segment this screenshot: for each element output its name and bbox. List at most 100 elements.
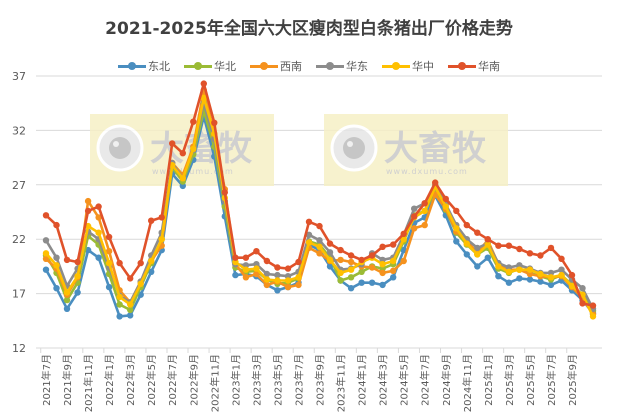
data-point[interactable]: [116, 293, 123, 301]
data-point[interactable]: [53, 254, 60, 261]
data-point[interactable]: [516, 262, 523, 269]
data-point[interactable]: [148, 257, 155, 265]
data-point[interactable]: [95, 203, 102, 210]
data-point[interactable]: [589, 313, 597, 320]
data-point[interactable]: [368, 279, 376, 286]
data-point[interactable]: [579, 285, 586, 292]
data-point[interactable]: [42, 212, 50, 219]
data-point[interactable]: [379, 281, 386, 289]
data-point[interactable]: [558, 255, 565, 262]
data-point[interactable]: [337, 246, 344, 254]
data-point[interactable]: [263, 257, 271, 265]
data-point[interactable]: [179, 182, 186, 190]
data-point[interactable]: [116, 313, 123, 320]
legend-item-xinan[interactable]: 西南: [250, 58, 302, 74]
data-point[interactable]: [547, 274, 555, 281]
data-point[interactable]: [305, 231, 313, 238]
data-point[interactable]: [347, 266, 355, 273]
data-point[interactable]: [295, 281, 302, 289]
data-point[interactable]: [53, 285, 60, 292]
data-point[interactable]: [316, 250, 323, 257]
data-point[interactable]: [558, 266, 565, 273]
data-point[interactable]: [95, 214, 102, 221]
data-point[interactable]: [253, 270, 260, 278]
data-point[interactable]: [547, 269, 555, 277]
data-point[interactable]: [305, 239, 313, 246]
data-point[interactable]: [547, 244, 555, 252]
data-point[interactable]: [190, 118, 197, 125]
data-point[interactable]: [474, 229, 481, 236]
data-point[interactable]: [169, 140, 176, 147]
data-point[interactable]: [516, 245, 523, 253]
data-point[interactable]: [253, 265, 260, 272]
data-point[interactable]: [116, 259, 123, 267]
data-point[interactable]: [526, 276, 534, 283]
data-point[interactable]: [474, 244, 481, 252]
data-point[interactable]: [263, 270, 271, 278]
data-point[interactable]: [337, 269, 344, 277]
legend-item-huazhong[interactable]: 华中: [382, 58, 434, 74]
data-point[interactable]: [347, 258, 355, 266]
data-point[interactable]: [179, 150, 186, 157]
data-point[interactable]: [379, 261, 386, 268]
data-point[interactable]: [63, 256, 71, 264]
data-point[interactable]: [179, 175, 186, 182]
data-point[interactable]: [284, 283, 292, 291]
data-point[interactable]: [127, 275, 134, 282]
data-point[interactable]: [453, 207, 460, 215]
data-point[interactable]: [53, 262, 60, 269]
data-point[interactable]: [442, 203, 449, 210]
data-point[interactable]: [558, 271, 565, 279]
data-point[interactable]: [105, 259, 113, 267]
data-point[interactable]: [284, 277, 292, 284]
data-point[interactable]: [42, 255, 50, 262]
data-point[interactable]: [484, 241, 491, 248]
data-point[interactable]: [474, 251, 481, 258]
data-point[interactable]: [432, 179, 439, 186]
data-point[interactable]: [63, 289, 71, 296]
data-point[interactable]: [74, 258, 81, 266]
data-point[interactable]: [63, 296, 71, 304]
data-point[interactable]: [253, 261, 260, 268]
legend-item-huadong[interactable]: 华东: [316, 58, 368, 74]
data-point[interactable]: [400, 230, 407, 237]
legend-item-huanan[interactable]: 华南: [448, 58, 500, 74]
data-point[interactable]: [484, 236, 491, 243]
data-point[interactable]: [105, 248, 113, 255]
data-point[interactable]: [242, 274, 250, 281]
data-point[interactable]: [274, 271, 281, 279]
data-point[interactable]: [84, 197, 92, 205]
data-point[interactable]: [442, 195, 449, 203]
data-point[interactable]: [589, 302, 597, 309]
data-point[interactable]: [495, 242, 502, 249]
data-point[interactable]: [148, 268, 155, 275]
data-point[interactable]: [358, 279, 365, 286]
data-point[interactable]: [505, 279, 513, 286]
data-point[interactable]: [74, 273, 81, 280]
data-point[interactable]: [200, 94, 207, 102]
data-point[interactable]: [84, 207, 92, 215]
data-point[interactable]: [232, 271, 239, 279]
data-point[interactable]: [211, 119, 218, 127]
data-point[interactable]: [127, 301, 134, 308]
data-point[interactable]: [148, 217, 155, 224]
data-point[interactable]: [453, 238, 460, 245]
data-point[interactable]: [568, 282, 576, 290]
data-point[interactable]: [537, 278, 544, 285]
data-point[interactable]: [326, 240, 334, 247]
data-point[interactable]: [305, 218, 313, 225]
data-point[interactable]: [274, 277, 281, 284]
data-point[interactable]: [358, 256, 365, 264]
data-point[interactable]: [463, 221, 470, 229]
data-point[interactable]: [158, 236, 165, 243]
data-point[interactable]: [137, 280, 144, 287]
data-point[interactable]: [368, 264, 376, 271]
data-point[interactable]: [526, 266, 534, 273]
data-point[interactable]: [190, 145, 197, 153]
data-point[interactable]: [347, 285, 355, 292]
data-point[interactable]: [537, 252, 544, 259]
data-point[interactable]: [42, 237, 50, 244]
data-point[interactable]: [368, 252, 376, 259]
data-point[interactable]: [463, 251, 470, 258]
data-point[interactable]: [421, 221, 428, 229]
